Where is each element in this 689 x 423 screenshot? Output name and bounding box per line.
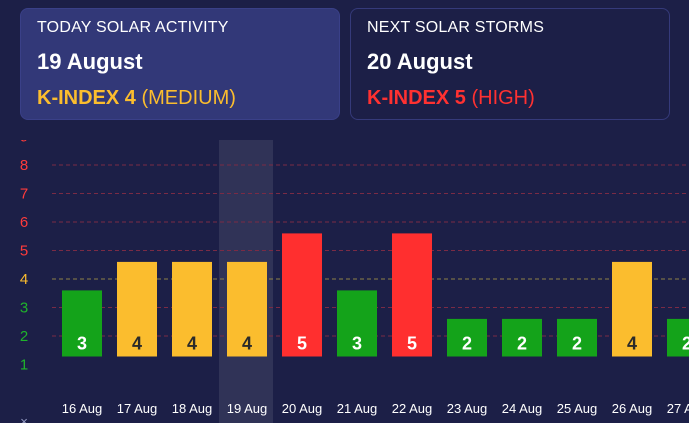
axis-origin-icon: ×: [20, 414, 28, 423]
x-tick-label: 16 Aug: [62, 401, 103, 416]
x-tick-label: 22 Aug: [392, 401, 433, 416]
y-tick-label: 6: [20, 214, 28, 231]
next-solar-storms-card[interactable]: NEXT SOLAR STORMS 20 August K-INDEX 5 (H…: [350, 8, 670, 120]
bar-22-aug[interactable]: [392, 233, 432, 357]
bar-value-label: 5: [407, 334, 417, 354]
today-k-index: K-INDEX 4 (MEDIUM): [37, 87, 236, 110]
bar-23-aug[interactable]: [447, 318, 487, 357]
next-k-index-level: (HIGH): [471, 87, 535, 109]
bar-value-label: 4: [187, 334, 197, 354]
x-tick-label: 23 Aug: [447, 401, 488, 416]
y-tick-label: 2: [20, 328, 28, 345]
bar-26-aug[interactable]: [612, 261, 652, 357]
bar-18-aug[interactable]: [172, 261, 212, 357]
bar-value-label: 3: [77, 334, 87, 354]
y-tick-label: 8: [20, 157, 28, 174]
k-index-forecast-chart: 1 2 3 4 5 6 7 8 9 × 3 16 Aug 4 17 Aug 4 18 Aug 4 19 Aug 5 2…: [0, 127, 689, 423]
bar-value-label: 4: [132, 334, 142, 354]
today-k-index-level: (MEDIUM): [141, 87, 236, 109]
y-tick-label: 5: [20, 243, 28, 260]
bar-value-label: 4: [627, 334, 637, 354]
bar-19-aug[interactable]: [227, 261, 267, 357]
bar-value-label: 4: [242, 334, 252, 354]
y-tick-label: 3: [20, 300, 28, 317]
today-solar-activity-card[interactable]: TODAY SOLAR ACTIVITY 19 August K-INDEX 4…: [20, 8, 340, 120]
x-tick-label: 21 Aug: [337, 401, 378, 416]
today-card-title: TODAY SOLAR ACTIVITY: [37, 19, 229, 36]
x-tick-label: 26 Aug: [612, 401, 653, 416]
bar-value-label: 2: [572, 334, 582, 354]
x-tick-label: 24 Aug: [502, 401, 543, 416]
bar-24-aug[interactable]: [502, 318, 542, 357]
bar-value-label: 2: [682, 334, 689, 354]
x-tick-label: 27 Aug: [667, 401, 689, 416]
bar-value-label: 2: [462, 334, 472, 354]
y-tick-label: 7: [20, 186, 28, 203]
bar-value-label: 3: [352, 334, 362, 354]
today-k-index-value: K-INDEX 4: [37, 87, 136, 109]
x-tick-label: 20 Aug: [282, 401, 323, 416]
x-tick-label: 18 Aug: [172, 401, 213, 416]
x-tick-label: 25 Aug: [557, 401, 598, 416]
bar-21-aug[interactable]: [337, 290, 377, 357]
bar-20-aug[interactable]: [282, 233, 322, 357]
x-tick-label: 19 Aug: [227, 401, 268, 416]
bar-25-aug[interactable]: [557, 318, 597, 357]
bar-17-aug[interactable]: [117, 261, 157, 357]
next-k-index: K-INDEX 5 (HIGH): [367, 87, 535, 110]
next-card-date: 20 August: [367, 49, 473, 74]
x-tick-label: 17 Aug: [117, 401, 158, 416]
y-tick-label: 9: [20, 140, 28, 146]
y-tick-label: 1: [20, 357, 28, 374]
bar-value-label: 5: [297, 334, 307, 354]
bar-value-label: 2: [517, 334, 527, 354]
today-card-date: 19 August: [37, 49, 143, 74]
y-tick-label: 4: [20, 271, 28, 288]
next-card-title: NEXT SOLAR STORMS: [367, 19, 545, 36]
bar-27-aug[interactable]: [667, 318, 689, 357]
next-k-index-value: K-INDEX 5: [367, 87, 466, 109]
k-index-bar-chart: 1 2 3 4 5 6 7 8 9 × 3 16 Aug 4 17 Aug 4 18 Aug 4 19 Aug 5 2…: [20, 127, 689, 423]
bar-16-aug[interactable]: [62, 290, 102, 357]
